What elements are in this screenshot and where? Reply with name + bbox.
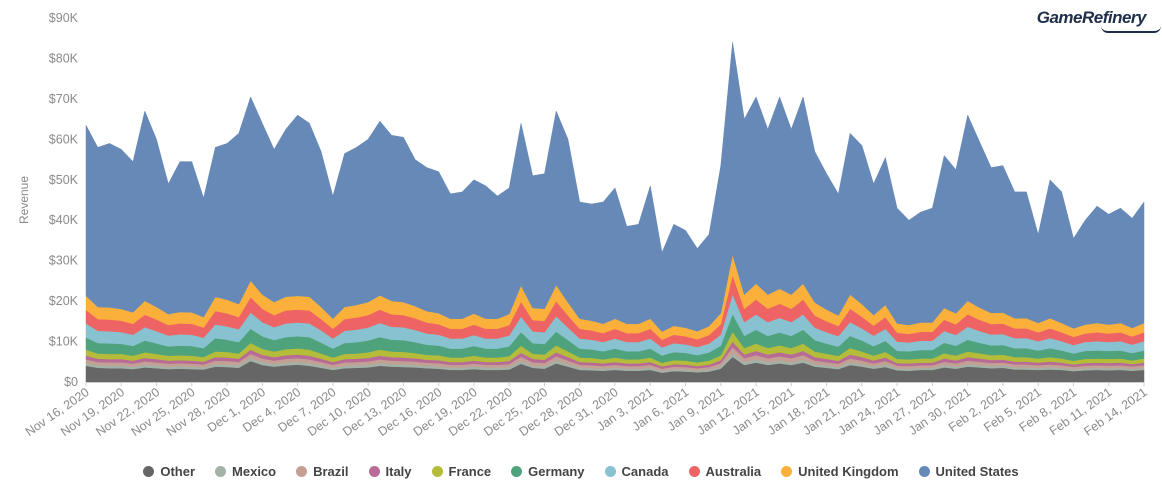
legend-label: France (448, 464, 492, 479)
legend-label: Mexico (232, 464, 277, 479)
legend-item-australia[interactable]: Australia (688, 464, 762, 479)
area-united-states (85, 42, 1145, 332)
legend-swatch-icon (604, 466, 616, 477)
y-tick-label: $70K (49, 92, 79, 106)
legend-item-italy[interactable]: Italy (368, 464, 412, 479)
brand-name: GameRefinery (1036, 8, 1147, 27)
legend-label: Other (160, 464, 196, 479)
legend-label: United Kingdom (798, 464, 899, 479)
series-areas (85, 42, 1145, 383)
legend-item-mexico[interactable]: Mexico (215, 464, 276, 479)
y-axis-label: Revenue (17, 176, 31, 224)
legend-item-france[interactable]: France (431, 464, 492, 479)
legend-swatch-icon (511, 466, 523, 477)
y-tick-label: $20K (49, 294, 79, 308)
legend-swatch-icon (296, 466, 308, 477)
legend-label: Canada (621, 464, 669, 479)
y-tick-label: $0 (64, 375, 78, 389)
legend-swatch-icon (918, 466, 930, 477)
legend-item-brazil[interactable]: Brazil (296, 464, 349, 479)
gamerefinery-logo: GameRefinery (1036, 8, 1161, 33)
y-tick-label: $40K (49, 213, 79, 227)
y-tick-label: $30K (49, 254, 79, 268)
legend-label: Italy (385, 464, 412, 479)
legend: Other Mexico Brazil Italy France Germany Canad… (0, 464, 1162, 479)
y-tick-label: $10K (49, 335, 79, 349)
y-tick-label: $80K (49, 51, 79, 65)
legend-label: United States (935, 464, 1019, 479)
legend-label: Australia (705, 464, 762, 479)
legend-item-germany[interactable]: Germany (511, 464, 585, 479)
legend-label: Germany (528, 464, 585, 479)
legend-item-united-kingdom[interactable]: United Kingdom (781, 464, 899, 479)
legend-item-other[interactable]: Other (143, 464, 195, 479)
legend-swatch-icon (215, 466, 227, 477)
logo-swoosh-icon (1100, 26, 1161, 33)
legend-swatch-icon (781, 466, 793, 477)
legend-item-canada[interactable]: Canada (604, 464, 669, 479)
y-tick-label: $50K (49, 173, 79, 187)
legend-swatch-icon (688, 466, 700, 477)
legend-item-united-states[interactable]: United States (918, 464, 1019, 479)
y-tick-label: $90K (49, 11, 79, 25)
legend-swatch-icon (368, 466, 380, 477)
legend-swatch-icon (431, 466, 443, 477)
y-tick-label: $60K (49, 132, 79, 146)
legend-swatch-icon (143, 466, 155, 477)
legend-label: Brazil (313, 464, 349, 479)
